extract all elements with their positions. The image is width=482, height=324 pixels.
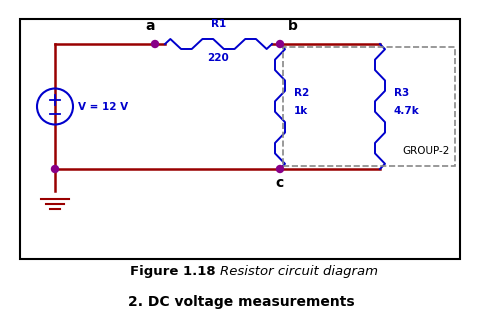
Bar bbox=[20, 19, 460, 259]
Circle shape bbox=[277, 166, 283, 172]
Text: a: a bbox=[145, 19, 155, 33]
Text: GROUP-2: GROUP-2 bbox=[402, 146, 450, 156]
Text: Figure 1.18: Figure 1.18 bbox=[130, 265, 220, 279]
Text: Resistor circuit diagram: Resistor circuit diagram bbox=[220, 265, 378, 279]
Text: R3: R3 bbox=[394, 88, 409, 98]
Text: c: c bbox=[276, 176, 284, 190]
Circle shape bbox=[52, 166, 58, 172]
Text: b: b bbox=[288, 19, 298, 33]
Text: V = 12 V: V = 12 V bbox=[78, 101, 128, 111]
Text: R2: R2 bbox=[294, 88, 309, 98]
Bar bbox=[283, 47, 455, 166]
Circle shape bbox=[151, 40, 159, 48]
Text: 220: 220 bbox=[208, 53, 229, 63]
Circle shape bbox=[277, 40, 283, 48]
Text: 1k: 1k bbox=[294, 107, 308, 117]
Text: 2. DC voltage measurements: 2. DC voltage measurements bbox=[128, 295, 354, 309]
Text: R1: R1 bbox=[211, 19, 226, 29]
Text: 4.7k: 4.7k bbox=[394, 107, 420, 117]
